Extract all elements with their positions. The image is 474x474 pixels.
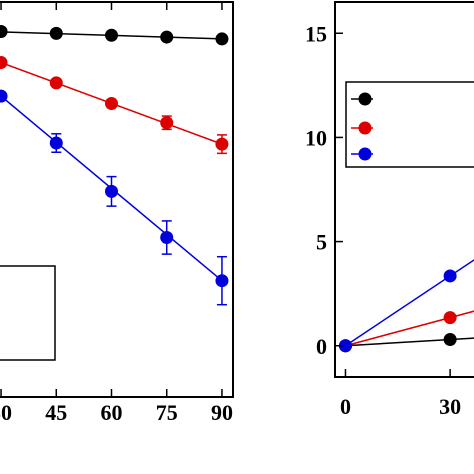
panel-b-legend-marker-hgor xyxy=(358,147,372,161)
panel-b-ticks xyxy=(335,32,451,377)
panel-a-x-tick-label: 45 xyxy=(45,400,67,425)
panel-a-point-graphene xyxy=(49,26,63,40)
panel-a-x-ticks xyxy=(0,2,223,397)
panel-b-legend xyxy=(345,81,474,168)
panel-b-point-hgor xyxy=(443,269,457,283)
panel-a-line-hgor xyxy=(0,94,223,282)
panel-a-point-graphene xyxy=(160,30,174,44)
panel-b-frame xyxy=(334,1,474,378)
panel-a-point-m-hgor xyxy=(105,97,118,111)
panel-b-series xyxy=(338,259,474,353)
panel-a-point-graphene xyxy=(105,28,118,42)
panel-b-y-tick-label: 10 xyxy=(305,125,327,150)
panel-a-point-m-hgor xyxy=(160,116,174,130)
panel-b-tick-labels: 0 5 10 15 0 30 xyxy=(305,21,461,419)
panel-a-point-m-hgor xyxy=(49,76,63,90)
panel-a: 30 45 60 75 90 xyxy=(0,1,234,425)
panel-a-point-hgor xyxy=(215,274,229,288)
panel-a-x-tick-label: 75 xyxy=(156,400,178,425)
panel-a-x-tick-labels: 30 45 60 75 90 xyxy=(0,400,233,425)
panel-a-point-hgor xyxy=(49,136,63,150)
panel-b-line-m-hgor xyxy=(345,310,474,347)
panel-b-line-graphene xyxy=(345,337,474,347)
panel-a-x-tick-label: 30 xyxy=(0,400,12,425)
panel-b-point-m-hgor xyxy=(443,311,457,325)
panel-a-point-graphene xyxy=(215,32,229,46)
panel-b-legend-marker-graphene xyxy=(358,92,372,106)
panel-a-point-hgor xyxy=(0,89,8,103)
panel-a-point-hgor xyxy=(160,231,174,245)
panel-a-x-tick-label: 90 xyxy=(211,400,233,425)
panel-a-point-m-hgor xyxy=(0,56,8,70)
panel-a-point-m-hgor xyxy=(215,137,229,151)
panel-a-point-graphene xyxy=(0,25,8,39)
panel-b-point-graphene xyxy=(443,333,457,346)
panel-b-x-tick-label: 30 xyxy=(439,394,461,419)
panel-a-series xyxy=(0,25,229,306)
panel-b-line-hgor xyxy=(345,259,474,347)
panel-a-legend-box xyxy=(0,265,56,361)
panel-a-x-tick-label: 60 xyxy=(101,400,123,425)
panel-b: 0 5 10 15 0 30 xyxy=(305,1,474,419)
panel-b-point-hgor xyxy=(338,339,352,353)
panel-b-legend-marker-m-hgor xyxy=(358,121,372,135)
panel-a-point-hgor xyxy=(105,184,118,198)
panel-b-y-tick-label: 5 xyxy=(316,230,327,255)
panel-b-y-tick-label: 0 xyxy=(316,334,327,359)
panel-b-y-tick-label: 15 xyxy=(305,21,327,46)
panel-b-x-tick-label: 0 xyxy=(340,394,351,419)
panel-a-legend xyxy=(0,265,56,361)
